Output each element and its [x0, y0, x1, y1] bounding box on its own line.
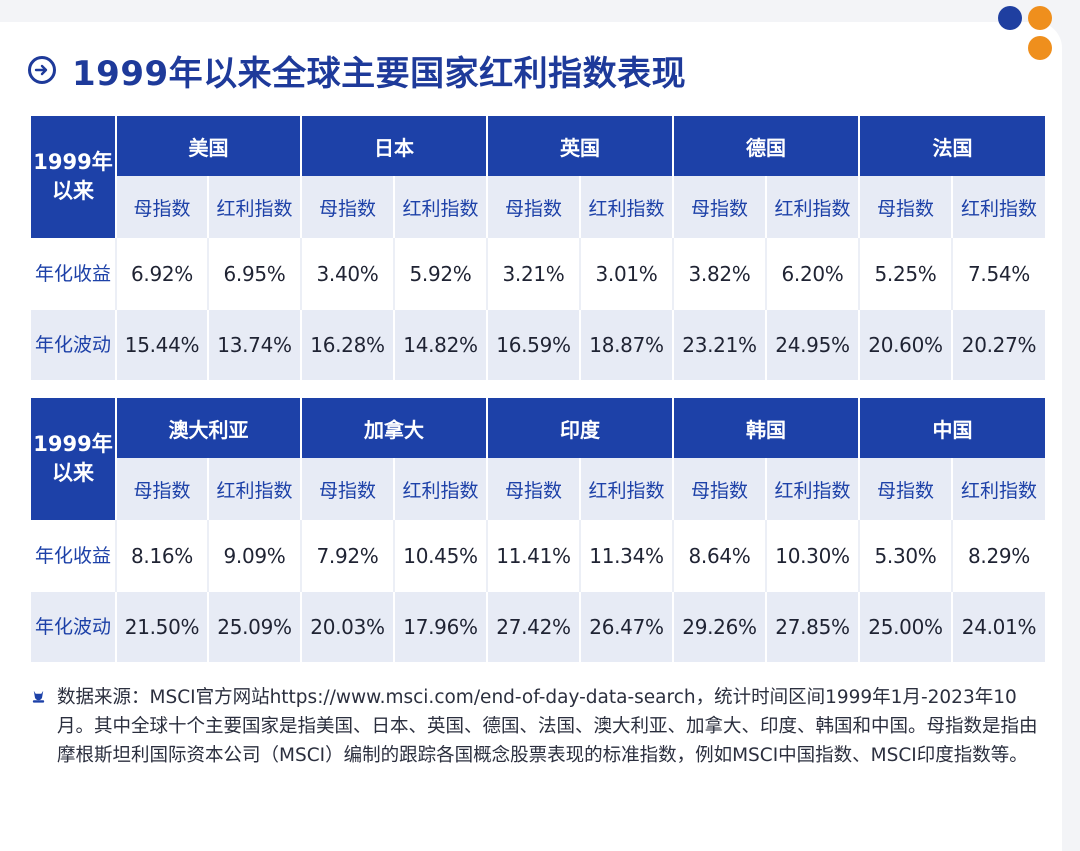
- table-cell: 27.85%: [765, 592, 859, 662]
- table-cell: 11.41%: [486, 520, 580, 592]
- country-header: 澳大利亚: [115, 398, 301, 458]
- table-cell: 5.92%: [393, 238, 487, 310]
- country-header: 法国: [858, 116, 1045, 176]
- table-cell: 14.82%: [393, 310, 487, 380]
- orange-dot: [1028, 36, 1052, 60]
- table-cell: 5.25%: [858, 238, 952, 310]
- sub-header-dividend-index: 红利指数: [579, 176, 673, 238]
- table-cell: 20.03%: [300, 592, 394, 662]
- table-cell: 20.27%: [951, 310, 1045, 380]
- country-header: 日本: [300, 116, 487, 176]
- table-cell: 6.95%: [207, 238, 301, 310]
- row-label-annual-volatility: 年化波动: [31, 592, 116, 662]
- returns-table-2: 1999年以来 澳大利亚 加拿大 印度 韩国 中国 母指数 红利指数 母指数 红…: [31, 398, 1045, 662]
- blue-dot: [998, 6, 1022, 30]
- table-cell: 21.50%: [115, 592, 208, 662]
- table-cell: 10.30%: [765, 520, 859, 592]
- table-cell: 7.92%: [300, 520, 394, 592]
- table-cell: 25.00%: [858, 592, 952, 662]
- table-cell: 23.21%: [672, 310, 766, 380]
- table-cell: 8.29%: [951, 520, 1045, 592]
- sub-header-parent-index: 母指数: [672, 458, 766, 520]
- table-row-annual-volatility: 年化波动 21.50% 25.09% 20.03% 17.96% 27.42% …: [31, 592, 1045, 662]
- country-header: 英国: [486, 116, 673, 176]
- country-header: 印度: [486, 398, 673, 458]
- sub-header-parent-index: 母指数: [486, 458, 580, 520]
- sub-header-dividend-index: 红利指数: [951, 176, 1045, 238]
- sub-header-parent-index: 母指数: [486, 176, 580, 238]
- arrow-right-circle-icon: [28, 56, 56, 84]
- table-cell: 27.42%: [486, 592, 580, 662]
- table-cell: 3.01%: [579, 238, 673, 310]
- sub-header-parent-index: 母指数: [115, 176, 208, 238]
- sub-header-parent-index: 母指数: [672, 176, 766, 238]
- table-cell: 24.95%: [765, 310, 859, 380]
- table-cell: 16.28%: [300, 310, 394, 380]
- table-cell: 26.47%: [579, 592, 673, 662]
- decorative-dots: [996, 4, 1058, 62]
- sub-header-parent-index: 母指数: [858, 176, 952, 238]
- table-cell: 10.45%: [393, 520, 487, 592]
- table-cell: 18.87%: [579, 310, 673, 380]
- table-cell: 13.74%: [207, 310, 301, 380]
- sub-header-dividend-index: 红利指数: [765, 458, 859, 520]
- sub-header-dividend-index: 红利指数: [951, 458, 1045, 520]
- table-cell: 11.34%: [579, 520, 673, 592]
- table-cell: 20.60%: [858, 310, 952, 380]
- sub-header-dividend-index: 红利指数: [393, 458, 487, 520]
- country-header: 加拿大: [300, 398, 487, 458]
- sub-header-dividend-index: 红利指数: [207, 458, 301, 520]
- returns-table-1: 1999年以来 美国 日本 英国 德国 法国 母指数 红利指数 母指数 红利指数…: [31, 116, 1045, 380]
- sub-header-parent-index: 母指数: [115, 458, 208, 520]
- table-cell: 8.16%: [115, 520, 208, 592]
- sub-header-parent-index: 母指数: [300, 176, 394, 238]
- table-row-annual-return: 年化收益 8.16% 9.09% 7.92% 10.45% 11.41% 11.…: [31, 520, 1045, 592]
- table-cell: 16.59%: [486, 310, 580, 380]
- source-note-text: 数据来源：MSCI官方网站https://www.msci.com/end-of…: [57, 687, 1038, 766]
- table-cell: 24.01%: [951, 592, 1045, 662]
- row-label-annual-return: 年化收益: [31, 520, 116, 592]
- table-cell: 8.64%: [672, 520, 766, 592]
- page-title: 1999年以来全球主要国家红利指数表现: [72, 53, 687, 94]
- table-cell: 17.96%: [393, 592, 487, 662]
- corner-label: 1999年以来: [31, 398, 116, 520]
- table-cell: 3.21%: [486, 238, 580, 310]
- table-cell: 3.82%: [672, 238, 766, 310]
- sub-header-parent-index: 母指数: [300, 458, 394, 520]
- source-note: 数据来源：MSCI官方网站https://www.msci.com/end-of…: [31, 683, 1051, 770]
- table-row-annual-volatility: 年化波动 15.44% 13.74% 16.28% 14.82% 16.59% …: [31, 310, 1045, 380]
- sub-header-dividend-index: 红利指数: [765, 176, 859, 238]
- corner-label: 1999年以来: [31, 116, 116, 238]
- table-cell: 6.20%: [765, 238, 859, 310]
- orange-dot: [1028, 6, 1052, 30]
- sub-header-dividend-index: 红利指数: [579, 458, 673, 520]
- table-cell: 15.44%: [115, 310, 208, 380]
- country-header: 美国: [115, 116, 301, 176]
- sub-header-dividend-index: 红利指数: [393, 176, 487, 238]
- table-cell: 5.30%: [858, 520, 952, 592]
- sub-header-parent-index: 母指数: [858, 458, 952, 520]
- table-cell: 6.92%: [115, 238, 208, 310]
- table-cell: 7.54%: [951, 238, 1045, 310]
- country-header: 韩国: [672, 398, 859, 458]
- table-cell: 3.40%: [300, 238, 394, 310]
- header: 1999年以来全球主要国家红利指数表现: [28, 50, 686, 94]
- table-row-annual-return: 年化收益 6.92% 6.95% 3.40% 5.92% 3.21% 3.01%…: [31, 238, 1045, 310]
- pin-icon: [31, 689, 46, 704]
- table-cell: 9.09%: [207, 520, 301, 592]
- row-label-annual-volatility: 年化波动: [31, 310, 116, 380]
- table-cell: 25.09%: [207, 592, 301, 662]
- row-label-annual-return: 年化收益: [31, 238, 116, 310]
- table-cell: 29.26%: [672, 592, 766, 662]
- country-header: 德国: [672, 116, 859, 176]
- country-header: 中国: [858, 398, 1045, 458]
- sub-header-dividend-index: 红利指数: [207, 176, 301, 238]
